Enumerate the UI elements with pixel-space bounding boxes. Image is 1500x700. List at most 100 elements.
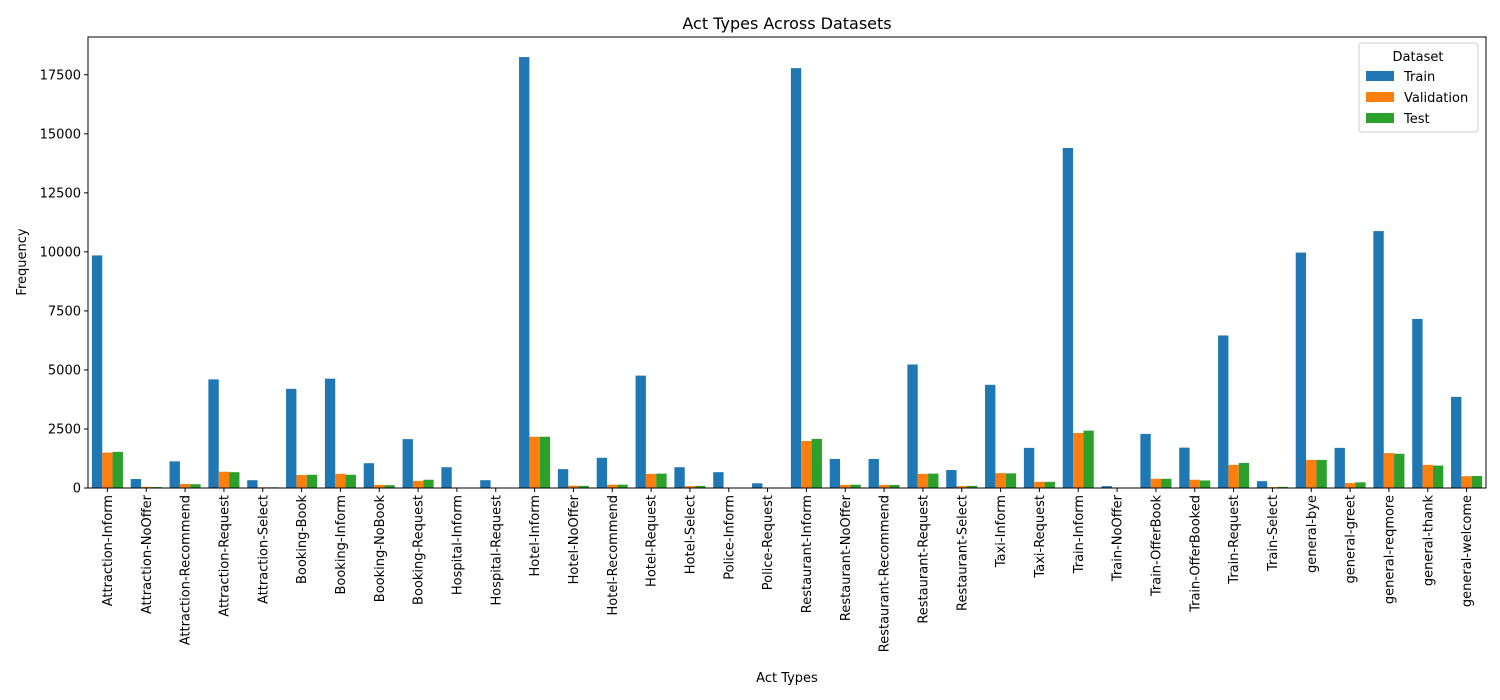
x-axis: Attraction-Inform Attraction-NoOffer Attra… (101, 488, 1475, 652)
bar-validation-hotel-recommend (607, 484, 618, 488)
legend-swatch-validation (1366, 92, 1394, 102)
y-tick-label: 15000 (40, 127, 81, 142)
bar-validation-booking-request (412, 480, 424, 488)
bar-validation-attraction-request (218, 471, 230, 488)
bar-validation-train-inform (1073, 432, 1084, 488)
x-tick-label-attraction-request: Attraction-Request (217, 495, 232, 617)
x-tick-label-attraction-select: Attraction-Select (256, 495, 271, 604)
bar-test-attraction-inform (112, 451, 123, 488)
x-tick-label-restaurant-select: Restaurant-Select (955, 495, 970, 611)
x-tick-label-train-request: Train-Request (1227, 495, 1242, 585)
bar-train-attraction-nooffer (130, 479, 142, 488)
y-tick-label: 2500 (48, 422, 81, 437)
bar-validation-booking-nobook (374, 484, 385, 488)
bar-train-police-inform (713, 472, 724, 488)
bar-train-hospital-inform (441, 467, 452, 488)
legend-title: Dataset (1393, 50, 1444, 65)
x-tick-label-restaurant-recommend: Restaurant-Recommend (878, 495, 893, 652)
bar-train-attraction-recommend (169, 461, 180, 488)
bar-test-taxi-request (1044, 481, 1055, 488)
x-tick-label-general-reqmore: general-reqmore (1382, 495, 1397, 604)
x-tick-label-restaurant-inform: Restaurant-Inform (800, 495, 815, 613)
bar-train-general-bye (1295, 252, 1307, 488)
x-tick-label-attraction-recommend: Attraction-Recommend (179, 495, 194, 645)
bar-test-restaurant-recommend (889, 484, 900, 488)
bar-train-hotel-inform (519, 57, 530, 488)
y-tick-label: 10000 (40, 245, 81, 260)
bar-validation-general-welcome (1461, 476, 1472, 488)
bars-group (91, 57, 1483, 489)
x-tick-label-general-greet: general-greet (1344, 495, 1359, 584)
bar-validation-general-reqmore (1383, 453, 1395, 488)
bar-validation-restaurant-recommend (878, 484, 890, 488)
bar-validation-restaurant-inform (801, 441, 812, 488)
bar-train-attraction-request (208, 379, 219, 488)
bar-test-train-select (1277, 486, 1288, 488)
bar-test-general-welcome (1471, 475, 1483, 488)
bar-train-attraction-select (247, 480, 258, 488)
bar-test-hotel-select (695, 485, 706, 488)
bar-test-taxi-inform (1005, 473, 1017, 488)
bar-test-hotel-recommend (617, 484, 628, 488)
legend-swatch-train (1366, 71, 1394, 81)
bar-test-hotel-request (656, 473, 667, 488)
bar-train-booking-inform (324, 378, 336, 488)
bar-train-taxi-request (1023, 447, 1035, 488)
x-tick-label-hotel-select: Hotel-Select (683, 495, 698, 574)
legend-label-validation: Validation (1404, 91, 1468, 106)
bar-test-attraction-request (229, 472, 240, 488)
legend-label-train: Train (1403, 70, 1435, 85)
bar-test-restaurant-request (928, 473, 939, 488)
bar-test-hotel-nooffer (578, 485, 589, 488)
bar-train-booking-request (402, 439, 413, 488)
x-tick-label-train-inform: Train-Inform (1072, 495, 1087, 574)
x-tick-label-train-select: Train-Select (1266, 495, 1281, 572)
bar-validation-booking-inform (335, 473, 346, 488)
bar-train-taxi-inform (985, 384, 996, 488)
y-tick-label: 5000 (48, 363, 81, 378)
x-tick-label-hospital-request: Hospital-Request (489, 495, 504, 606)
x-tick-label-restaurant-nooffer: Restaurant-NoOffer (839, 494, 854, 621)
x-tick-label-general-welcome: general-welcome (1460, 495, 1475, 607)
bar-train-booking-nobook (363, 463, 375, 488)
x-tick-label-hotel-nooffer: Hotel-NoOffer (567, 494, 582, 584)
bar-validation-attraction-recommend (179, 483, 191, 488)
x-tick-label-restaurant-request: Restaurant-Request (916, 495, 931, 624)
legend-box (1358, 42, 1479, 133)
bar-validation-general-bye (1306, 459, 1317, 488)
bar-train-attraction-inform (91, 255, 103, 488)
bar-validation-attraction-nooffer (141, 486, 152, 488)
bar-validation-train-offerbooked (1189, 479, 1200, 488)
bar-validation-restaurant-select (956, 486, 967, 488)
bar-test-general-greet (1355, 482, 1366, 488)
bar-train-hotel-select (674, 467, 685, 488)
bar-test-booking-inform (345, 474, 356, 488)
bar-train-police-request (752, 483, 763, 488)
bar-test-train-offerbooked (1199, 480, 1211, 488)
bar-validation-general-greet (1344, 483, 1356, 488)
bar-train-train-nooffer (1101, 486, 1112, 488)
bar-test-train-offerbook (1161, 478, 1172, 488)
bar-validation-taxi-request (1034, 481, 1045, 488)
bar-test-booking-request (423, 479, 434, 488)
y-tick-label: 17500 (40, 68, 81, 83)
bar-test-restaurant-nooffer (850, 484, 861, 488)
bar-test-booking-nobook (384, 485, 395, 488)
bar-train-restaurant-select (946, 470, 957, 488)
bar-validation-hotel-request (645, 473, 657, 488)
bar-train-hospital-request (480, 480, 491, 488)
x-tick-label-general-thank: general-thank (1421, 495, 1436, 587)
x-tick-label-police-inform: Police-Inform (722, 495, 737, 580)
x-tick-label-booking-inform: Booking-Inform (334, 495, 349, 595)
legend: Dataset Train Validation Test (1358, 42, 1479, 133)
y-axis: 0 2500 5000 7500 10000 12500 15000 17500 (40, 68, 88, 497)
bar-test-train-inform (1083, 430, 1094, 488)
bar-test-hotel-inform (539, 436, 551, 488)
bar-train-restaurant-request (907, 364, 918, 488)
plot-frame (87, 36, 1487, 489)
x-tick-label-train-nooffer: Train-NoOffer (1111, 494, 1126, 582)
bar-train-restaurant-inform (790, 68, 802, 489)
bar-train-train-request (1218, 335, 1229, 488)
bar-validation-train-request (1228, 464, 1239, 488)
